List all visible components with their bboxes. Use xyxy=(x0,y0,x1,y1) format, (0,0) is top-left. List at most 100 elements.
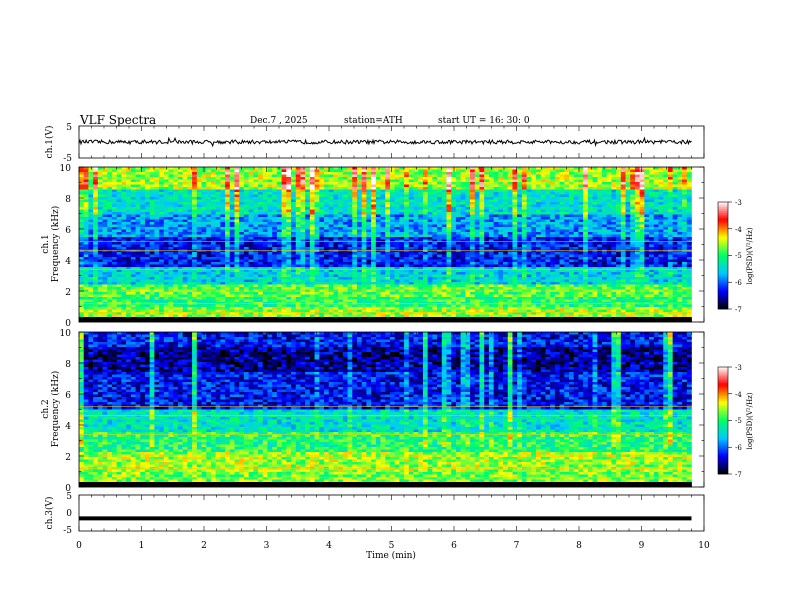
spec-cell xyxy=(196,167,202,170)
spec-cell xyxy=(121,239,127,243)
spec-cell xyxy=(540,184,546,188)
spec-cell xyxy=(88,204,94,208)
spec-cell xyxy=(102,194,108,198)
spec-cell xyxy=(408,187,414,190)
spec-cell xyxy=(389,177,395,180)
spec-cell xyxy=(225,257,231,260)
spec-cell xyxy=(686,257,692,260)
spec-cell xyxy=(371,179,377,183)
spec-cell xyxy=(314,214,320,218)
spec-cell xyxy=(243,242,249,245)
spec-cell xyxy=(498,239,504,243)
spec-cell xyxy=(526,179,532,183)
spec-cell xyxy=(192,234,198,238)
spec-cell xyxy=(154,229,160,233)
spec-cell xyxy=(159,262,165,265)
spec-cell xyxy=(630,242,636,245)
spec-cell xyxy=(498,184,504,188)
spec-cell xyxy=(88,172,94,175)
spec-cell xyxy=(371,202,377,205)
spec-cell xyxy=(163,247,169,250)
spec-cell xyxy=(493,202,499,205)
spec-cell xyxy=(177,242,183,245)
spec-cell xyxy=(408,199,414,203)
spec-cell xyxy=(79,177,85,180)
spec-cell xyxy=(102,172,108,175)
spec-cell xyxy=(677,177,683,180)
spec-cell xyxy=(187,259,193,263)
spec-cell xyxy=(649,234,655,238)
spec-cell xyxy=(272,214,278,218)
spec-cell xyxy=(559,182,565,185)
spec-cell xyxy=(573,194,579,198)
spec-cell xyxy=(338,192,344,195)
spec-cell xyxy=(569,244,575,248)
spec-cell xyxy=(451,172,457,175)
spec-cell xyxy=(333,212,339,215)
spec-cell xyxy=(672,259,678,263)
spec-cell xyxy=(121,219,127,223)
spec-cell xyxy=(295,184,301,188)
spec-cell xyxy=(375,209,381,213)
spec-cell xyxy=(630,169,636,173)
spec-cell xyxy=(634,187,640,190)
spec-cell xyxy=(300,222,306,225)
spec-cell xyxy=(592,189,598,193)
spec-cell xyxy=(192,182,198,185)
spec-cell xyxy=(686,252,692,255)
spec-cell xyxy=(220,262,226,265)
spec-cell xyxy=(540,247,546,250)
spec-cell xyxy=(338,244,344,248)
spec-cell xyxy=(455,192,461,195)
spec-cell xyxy=(140,259,146,263)
spec-cell xyxy=(488,204,494,208)
spec-cell xyxy=(484,212,490,215)
spec-cell xyxy=(385,214,391,218)
spec-cell xyxy=(309,247,315,250)
spec-cell xyxy=(470,202,476,205)
spec-cell xyxy=(667,219,673,223)
spec-cell xyxy=(121,207,127,210)
spec-cell xyxy=(309,224,315,228)
spec-cell xyxy=(418,197,424,200)
spec-cell xyxy=(361,222,367,225)
spec-cell xyxy=(309,252,315,255)
spec-cell xyxy=(526,202,532,205)
spec-cell xyxy=(389,219,395,223)
spec-cell xyxy=(526,232,532,235)
spec-cell xyxy=(512,229,518,233)
spec-cell xyxy=(540,187,546,190)
spec-cell xyxy=(526,259,532,263)
spec-cell xyxy=(361,244,367,248)
spec-cell xyxy=(243,244,249,248)
spec-cell xyxy=(248,224,254,228)
spec-cell xyxy=(168,242,174,245)
spec-cell xyxy=(451,244,457,248)
spec-cell xyxy=(587,187,593,190)
spec-cell xyxy=(451,259,457,263)
spec-cell xyxy=(630,234,636,238)
spec-cell xyxy=(371,209,377,213)
spec-cell xyxy=(88,182,94,185)
spec-cell xyxy=(437,259,443,263)
spec-cell xyxy=(116,169,122,173)
spec-cell xyxy=(276,252,282,255)
spec-cell xyxy=(154,254,160,258)
spec-cell xyxy=(309,167,315,170)
spec-cell xyxy=(229,212,235,215)
spec-cell xyxy=(97,182,103,185)
spec-cell xyxy=(470,237,476,240)
spec-cell xyxy=(455,199,461,203)
spec-cell xyxy=(291,199,297,203)
spec-cell xyxy=(361,232,367,235)
spec-cell xyxy=(686,174,692,178)
spec-cell xyxy=(418,174,424,178)
spec-cell xyxy=(437,219,443,223)
spec-cell xyxy=(258,239,264,243)
spec-cell xyxy=(526,174,532,178)
spec-cell xyxy=(630,179,636,183)
spec-cell xyxy=(196,212,202,215)
spec-cell xyxy=(88,194,94,198)
spec-cell xyxy=(338,204,344,208)
spec-cell xyxy=(564,179,570,183)
